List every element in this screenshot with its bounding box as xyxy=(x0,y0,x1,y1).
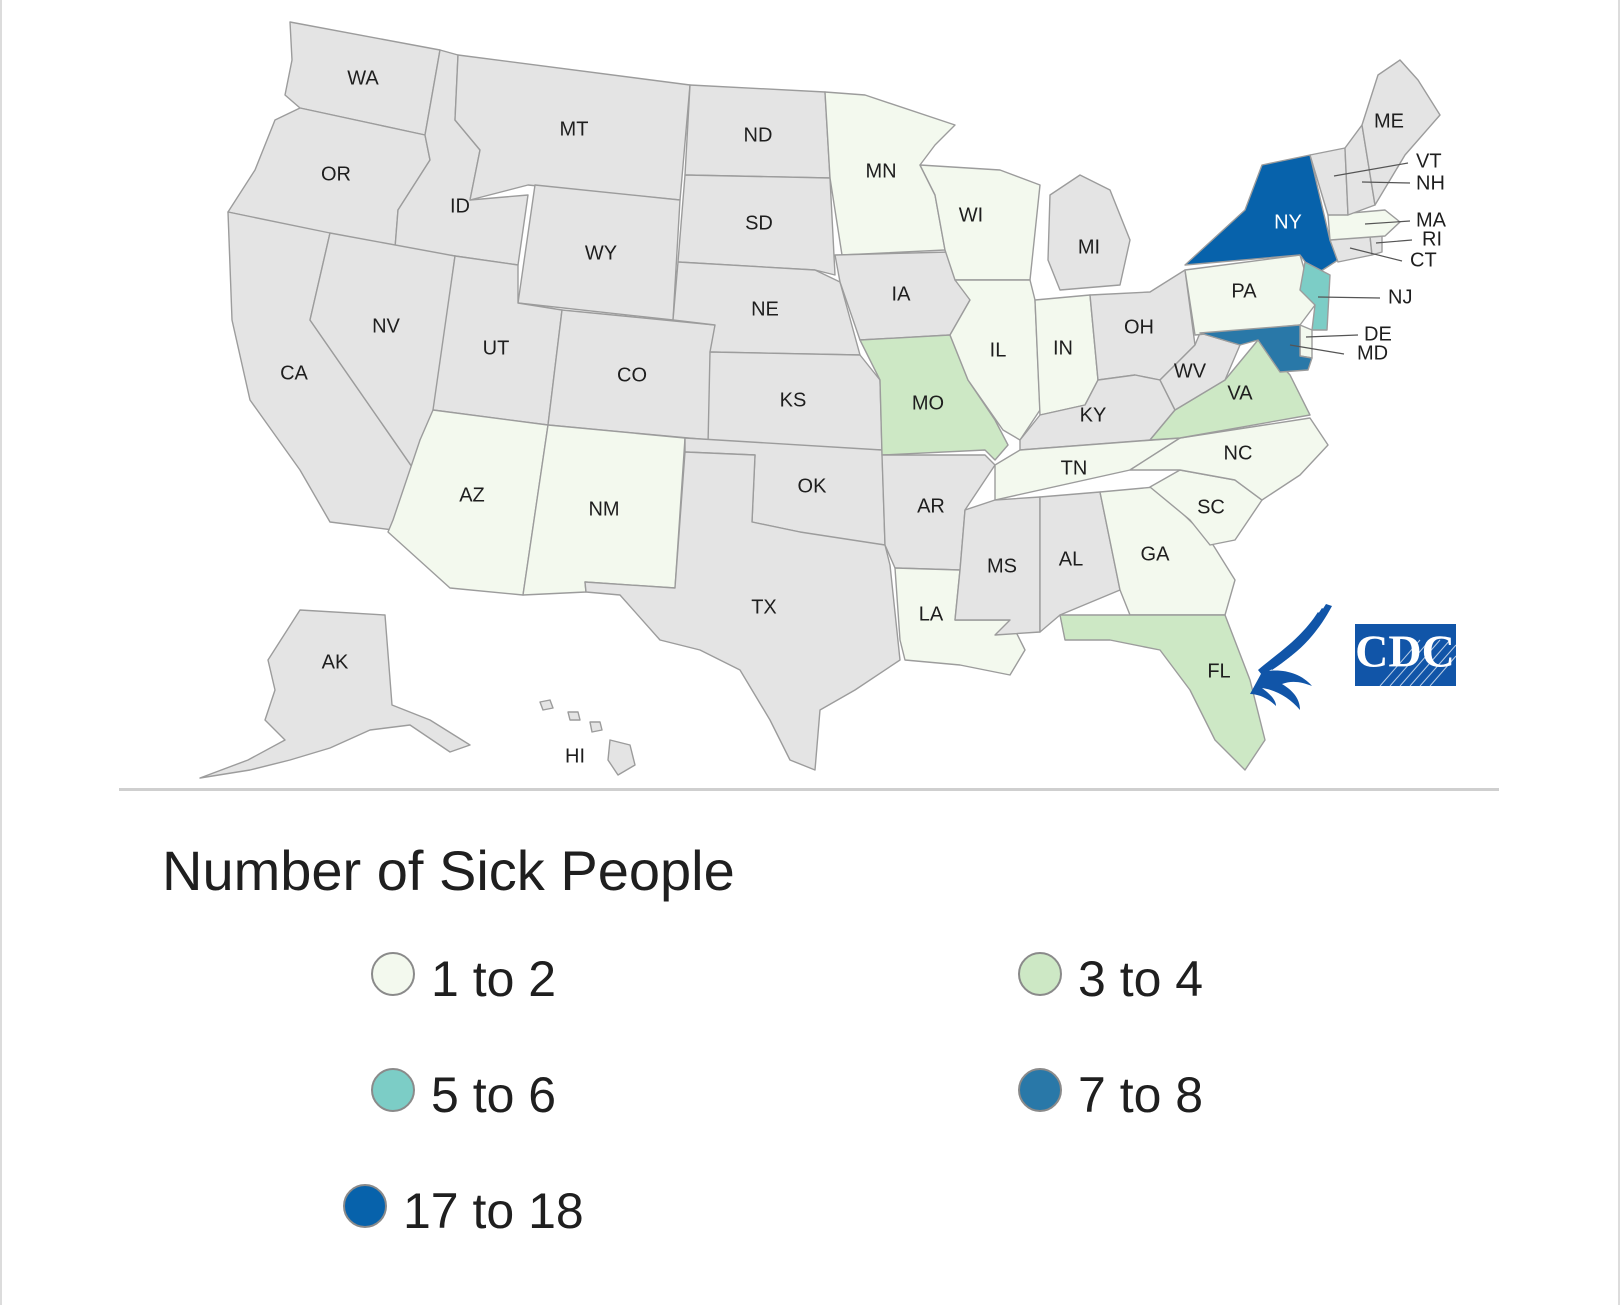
label-wi: WI xyxy=(959,204,983,226)
us-choropleth-map: WA OR CA ID NV MT WY UT AZ CO NM ND SD N… xyxy=(199,21,1457,779)
label-ar: AR xyxy=(917,495,945,517)
label-sc: SC xyxy=(1197,496,1225,518)
legend-swatch xyxy=(1018,1068,1062,1112)
label-de: DE xyxy=(1364,323,1392,345)
legend-title: Number of Sick People xyxy=(162,839,735,902)
legend-item-7-to-8: 7 to 8 xyxy=(1018,1066,1203,1124)
legend-label: 1 to 2 xyxy=(431,951,557,1007)
state-mi[interactable] xyxy=(1047,174,1131,291)
legend-item-17-to-18: 17 to 18 xyxy=(343,1182,584,1240)
label-ut: UT xyxy=(483,337,510,359)
cdc-logo: CDC xyxy=(1355,624,1457,687)
label-or: OR xyxy=(321,163,351,185)
leader-ct xyxy=(1349,247,1403,262)
label-ks: KS xyxy=(780,389,807,411)
state-de[interactable] xyxy=(1299,324,1313,359)
legend-label: 3 to 4 xyxy=(1078,951,1204,1007)
label-nj: NJ xyxy=(1388,286,1412,308)
leader-vt xyxy=(1333,162,1409,177)
state-hi[interactable] xyxy=(539,699,636,776)
legend-swatch xyxy=(1018,952,1062,996)
label-sd: SD xyxy=(745,212,773,234)
label-az: AZ xyxy=(459,484,485,506)
label-ky: KY xyxy=(1080,404,1107,426)
legend-label: 5 to 6 xyxy=(431,1067,557,1123)
legend-swatch xyxy=(343,1184,387,1228)
label-ok: OK xyxy=(798,475,828,497)
label-tn: TN xyxy=(1061,457,1088,479)
label-ny: NY xyxy=(1274,211,1302,233)
state-tx[interactable] xyxy=(584,451,901,771)
label-ak: AK xyxy=(322,651,349,673)
legend-label: 17 to 18 xyxy=(403,1183,584,1239)
label-oh: OH xyxy=(1124,316,1154,338)
state-ma[interactable] xyxy=(1327,209,1401,241)
label-la: LA xyxy=(919,603,944,625)
state-sd[interactable] xyxy=(677,174,836,276)
state-il[interactable] xyxy=(949,279,1041,441)
leader-ri xyxy=(1375,239,1413,244)
state-ri[interactable] xyxy=(1369,235,1383,256)
label-ma: MA xyxy=(1416,209,1447,231)
label-mi: MI xyxy=(1078,236,1100,258)
label-ri: RI xyxy=(1422,228,1442,250)
label-mn: MN xyxy=(865,160,896,182)
label-nm: NM xyxy=(588,498,619,520)
label-pa: PA xyxy=(1231,280,1257,302)
label-ct: CT xyxy=(1410,249,1437,271)
label-ne: NE xyxy=(751,298,779,320)
legend-item-1-to-2: 1 to 2 xyxy=(371,950,556,1008)
label-wa: WA xyxy=(347,67,379,89)
cdc-logo-lines xyxy=(1379,639,1457,687)
legend-swatch xyxy=(371,1068,415,1112)
state-me[interactable] xyxy=(1361,59,1441,206)
label-wv: WV xyxy=(1174,360,1207,382)
label-va: VA xyxy=(1227,382,1253,404)
label-ca: CA xyxy=(280,362,308,384)
legend-divider xyxy=(119,788,1499,791)
state-wv[interactable] xyxy=(1159,332,1241,411)
leader-nj xyxy=(1317,296,1381,299)
label-il: IL xyxy=(990,339,1007,361)
label-wy: WY xyxy=(585,242,617,264)
state-md[interactable] xyxy=(1199,324,1313,373)
leader-ma xyxy=(1364,220,1411,225)
label-nv: NV xyxy=(372,315,400,337)
label-mo: MO xyxy=(912,392,944,414)
label-co: CO xyxy=(617,364,647,386)
state-ak[interactable] xyxy=(199,609,471,779)
leader-nh xyxy=(1361,181,1411,184)
state-pa[interactable] xyxy=(1184,254,1316,336)
state-labels: WA OR CA ID NV MT WY UT AZ CO NM ND SD N… xyxy=(280,67,1447,767)
cdc-logo-text: CDC xyxy=(1355,626,1455,677)
label-mt: MT xyxy=(560,118,589,140)
label-me: ME xyxy=(1374,110,1404,132)
label-ms: MS xyxy=(987,555,1017,577)
state-fl[interactable] xyxy=(1059,614,1266,771)
label-vt: VT xyxy=(1416,150,1442,172)
legend-label: 7 to 8 xyxy=(1078,1067,1204,1123)
label-fl: FL xyxy=(1207,660,1230,682)
state-al[interactable] xyxy=(1039,491,1121,633)
legend-item-5-to-6: 5 to 6 xyxy=(371,1066,556,1124)
label-md: MD xyxy=(1357,342,1388,364)
label-id: ID xyxy=(450,195,470,217)
leader-md xyxy=(1289,344,1345,355)
label-nc: NC xyxy=(1224,442,1253,464)
legend-swatch xyxy=(371,952,415,996)
legend-item-3-to-4: 3 to 4 xyxy=(1018,950,1203,1008)
hhs-eagle-icon xyxy=(1250,604,1332,710)
label-al: AL xyxy=(1059,548,1083,570)
label-in: IN xyxy=(1053,337,1073,359)
label-ia: IA xyxy=(892,283,912,305)
label-nh: NH xyxy=(1416,172,1445,194)
label-ga: GA xyxy=(1141,543,1171,565)
label-nd: ND xyxy=(744,124,773,146)
label-hi: HI xyxy=(565,745,585,767)
label-tx: TX xyxy=(751,596,777,618)
leader-de xyxy=(1305,334,1359,338)
